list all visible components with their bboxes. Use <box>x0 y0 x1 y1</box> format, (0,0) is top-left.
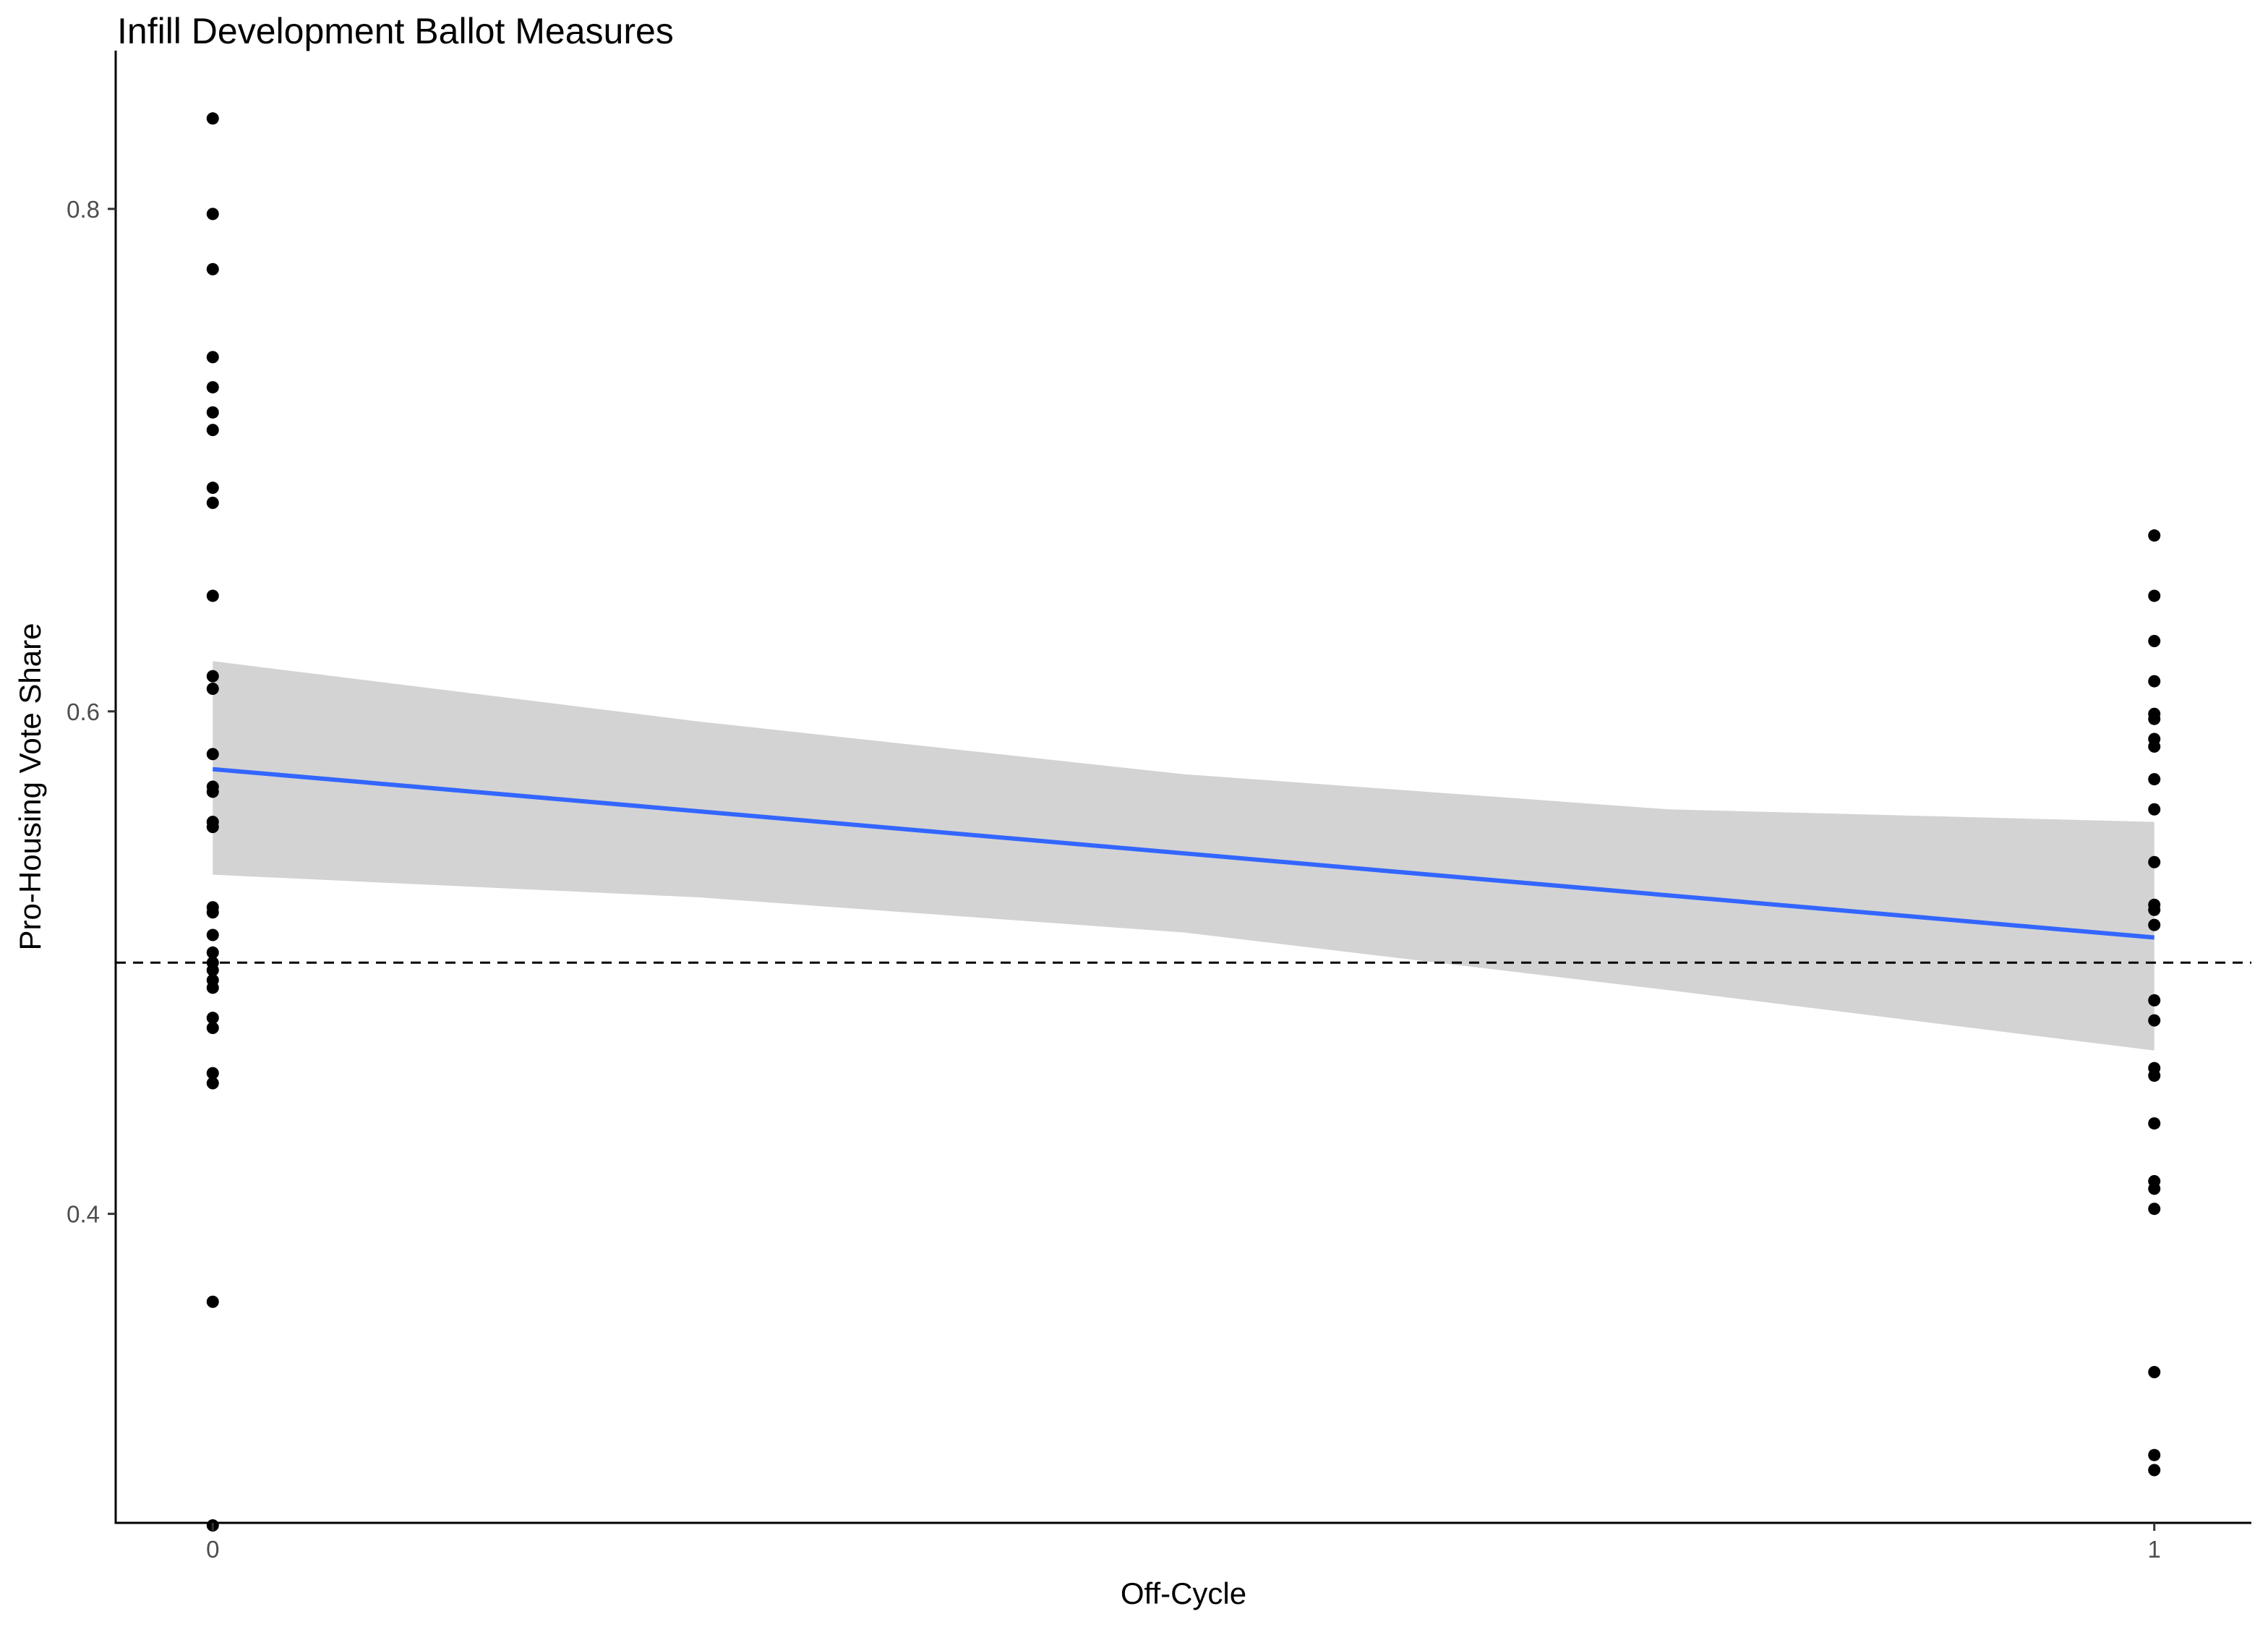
data-point <box>2148 773 2161 786</box>
data-point <box>206 208 219 221</box>
data-point <box>2148 589 2161 602</box>
data-point <box>2148 1366 2161 1379</box>
data-point <box>206 589 219 602</box>
data-point <box>206 1077 219 1090</box>
data-point <box>2148 1464 2161 1477</box>
data-point <box>2148 1448 2161 1461</box>
data-point <box>206 946 219 959</box>
y-tick-label: 0.8 <box>67 196 100 223</box>
data-point <box>206 381 219 394</box>
chart-title: Infill Development Ballot Measures <box>117 11 674 51</box>
data-point <box>206 424 219 437</box>
data-point <box>2148 855 2161 868</box>
data-point <box>2148 918 2161 931</box>
data-point <box>206 928 219 941</box>
data-point <box>206 262 219 276</box>
y-tick-label: 0.6 <box>67 699 100 725</box>
data-point <box>206 748 219 761</box>
data-point <box>2148 994 2161 1007</box>
data-point <box>206 785 219 798</box>
data-point <box>2148 675 2161 688</box>
data-point <box>206 1067 219 1080</box>
data-point <box>2148 1014 2161 1027</box>
data-point <box>2148 1203 2161 1216</box>
regression-line <box>213 766 2154 940</box>
data-point <box>206 1012 219 1025</box>
data-point <box>206 981 219 994</box>
labels-layer: Off-Cycle Pro-Housing Vote Share <box>13 623 1246 1610</box>
data-point <box>206 1022 219 1035</box>
fit-line-layer <box>213 766 2154 940</box>
data-point <box>206 906 219 919</box>
points-layer <box>206 112 2161 1532</box>
data-point <box>206 482 219 495</box>
data-point <box>206 351 219 364</box>
data-point <box>2148 529 2161 542</box>
data-point <box>206 496 219 509</box>
data-point <box>2148 740 2161 753</box>
data-point <box>206 406 219 419</box>
axes-layer: 0.4 0.6 0.8 0 1 <box>67 51 2251 1563</box>
data-point <box>2148 1117 2161 1130</box>
data-point <box>2148 634 2161 647</box>
x-tick-label: 0 <box>206 1536 219 1563</box>
y-axis-title: Pro-Housing Vote Share <box>13 623 47 951</box>
data-point <box>2148 903 2161 916</box>
confidence-band-layer <box>213 661 2154 1051</box>
data-point <box>2148 712 2161 725</box>
data-point <box>2148 803 2161 816</box>
data-point <box>206 682 219 695</box>
data-point <box>206 112 219 125</box>
data-point <box>2148 1069 2161 1082</box>
x-tick-label: 1 <box>2148 1536 2161 1563</box>
confidence-band <box>213 661 2154 1051</box>
y-tick-label: 0.4 <box>67 1201 100 1228</box>
data-point <box>2148 1182 2161 1195</box>
data-point <box>206 964 219 977</box>
data-point <box>206 1295 219 1308</box>
data-point <box>206 670 219 683</box>
data-point <box>206 821 219 834</box>
x-axis-title: Off-Cycle <box>1121 1576 1246 1610</box>
